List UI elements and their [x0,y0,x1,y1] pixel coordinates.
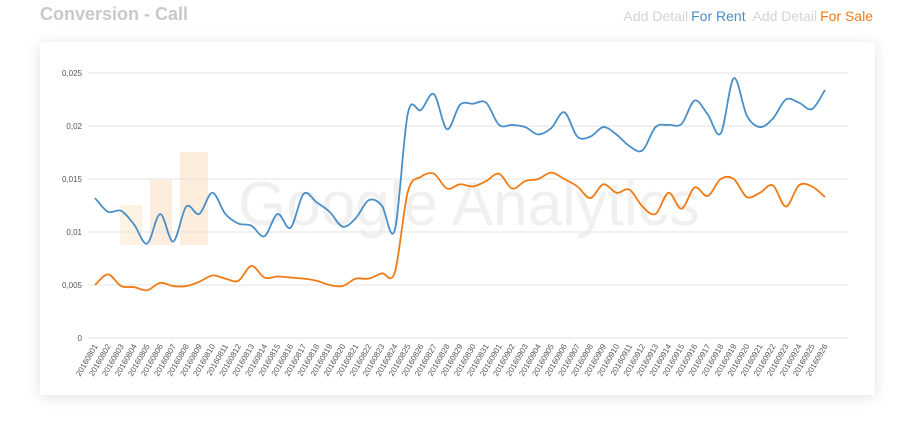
y-tick-label: 0,025 [62,69,83,78]
page-title: Conversion - Call [40,4,189,24]
y-tick-label: 0,015 [62,175,83,184]
y-tick-label: 0,01 [66,228,82,237]
series-line [94,77,826,245]
y-tick-label: 0,02 [66,122,82,131]
chart-card [40,42,875,395]
y-tick-label: 0,005 [62,281,83,290]
legend: Add Detail For Rent Add Detail For Sale [621,8,873,24]
watermark-icon [120,152,208,245]
legend-entry[interactable]: For Rent [691,8,746,24]
watermark: Google Analytics [238,170,700,239]
y-tick-label: 0 [78,334,83,343]
legend-prefix: Add Detail [623,8,689,24]
series-line [94,171,826,292]
legend-prefix: Add Detail [752,8,818,24]
legend-entry[interactable]: For Sale [820,8,873,24]
